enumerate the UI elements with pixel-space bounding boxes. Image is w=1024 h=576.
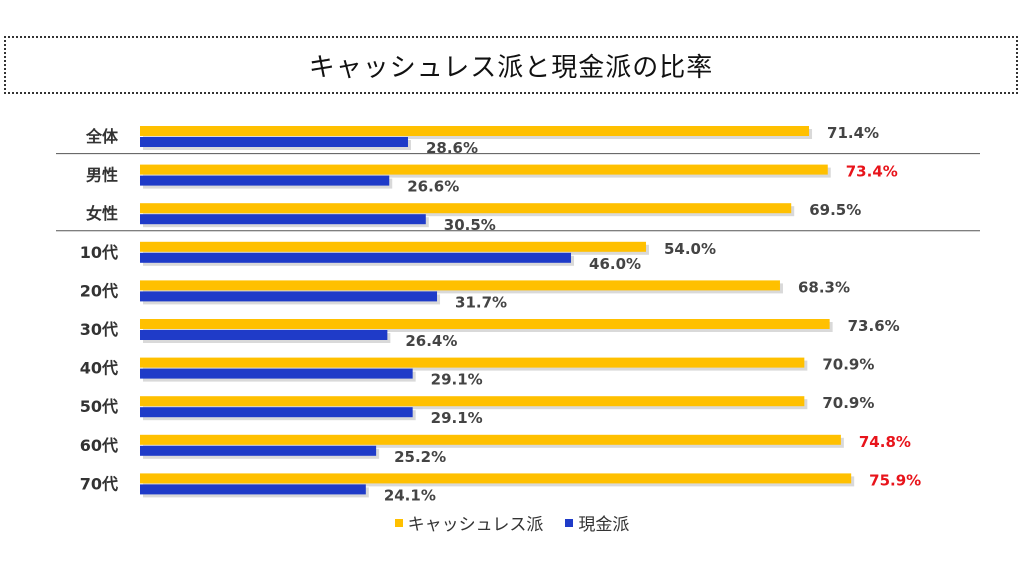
- bar-cashless-cat-9: [140, 473, 852, 484]
- value-label-cashless-cat-5: 73.6%: [848, 317, 900, 335]
- value-label-cash-cat-6: 29.1%: [431, 371, 483, 389]
- bar-chart: 全体 71.4% 28.6% 男性 73.4% 26.6% 女性 69.5% 30.5% 10代 5…: [56, 124, 980, 504]
- bar-cash-cat-6: [140, 368, 413, 379]
- category-label-cat-7: 50代: [80, 397, 118, 416]
- bar-cash-cat-1: [140, 175, 390, 186]
- bar-cashless-cat-7: [140, 396, 805, 407]
- bar-cash-cat-8: [140, 445, 377, 456]
- value-label-cash-cat-4: 31.7%: [455, 293, 507, 311]
- value-label-cashless-cat-2: 69.5%: [809, 201, 861, 219]
- legend-label-cashless: キャッシュレス派: [407, 515, 544, 535]
- legend-swatch-cashless: [394, 518, 403, 527]
- chart-title: キャッシュレス派と現金派の比率: [308, 52, 714, 83]
- bar-cash-cat-5: [140, 330, 388, 340]
- legend-item-cash: 現金派: [565, 510, 629, 535]
- value-label-cash-cat-1: 26.6%: [407, 178, 459, 196]
- value-label-cash-cat-8: 25.2%: [394, 448, 446, 466]
- value-label-cashless-cat-7: 70.9%: [822, 394, 874, 412]
- bar-cashless-cat-2: [140, 203, 792, 214]
- bar-cash-cat-4: [140, 291, 438, 302]
- value-label-cash-cat-3: 46.0%: [589, 255, 641, 273]
- bar-cashless-cat-3: [140, 241, 646, 252]
- category-label-cat-1: 男性: [86, 166, 118, 185]
- legend-label-cash: 現金派: [578, 515, 630, 535]
- legend-item-cashless: キャッシュレス派: [394, 510, 544, 535]
- value-label-cashless-cat-4: 68.3%: [798, 278, 850, 296]
- category-label-cat-8: 60代: [80, 436, 118, 455]
- bar-cashless-cat-5: [140, 319, 830, 329]
- category-label-cat-9: 70代: [80, 474, 118, 493]
- value-label-cashless-cat-1: 73.4%: [846, 163, 898, 181]
- category-label-cat-4: 20代: [80, 281, 118, 300]
- category-label-cat-5: 30代: [80, 320, 118, 339]
- category-label-cat-0: 全体: [85, 127, 119, 146]
- bar-cash-cat-3: [140, 252, 572, 263]
- value-label-cash-cat-0: 28.6%: [426, 139, 478, 157]
- bar-cashless-cat-0: [140, 126, 810, 136]
- value-label-cashless-cat-3: 54.0%: [664, 240, 716, 258]
- value-label-cashless-cat-6: 70.9%: [822, 356, 874, 374]
- value-label-cashless-cat-0: 71.4%: [827, 124, 879, 142]
- bar-cashless-cat-1: [140, 164, 828, 175]
- value-label-cash-cat-9: 24.1%: [384, 486, 436, 504]
- bar-cash-cat-9: [140, 484, 366, 495]
- value-label-cash-cat-5: 26.4%: [405, 332, 457, 350]
- bar-cashless-cat-6: [140, 357, 805, 368]
- legend: キャッシュレス派 現金派: [0, 510, 1024, 535]
- title-box: キャッシュレス派と現金派の比率: [4, 36, 1018, 94]
- bar-cash-cat-7: [140, 407, 413, 418]
- category-label-cat-3: 10代: [80, 243, 118, 262]
- legend-swatch-cash: [565, 518, 574, 527]
- value-label-cash-cat-7: 29.1%: [431, 409, 483, 427]
- category-label-cat-6: 40代: [80, 359, 118, 378]
- bar-cash-cat-0: [140, 137, 408, 147]
- category-label-cat-2: 女性: [86, 204, 118, 223]
- bar-cashless-cat-4: [140, 280, 780, 291]
- bar-cash-cat-2: [140, 214, 426, 225]
- value-label-cashless-cat-9: 75.9%: [869, 471, 921, 489]
- value-label-cash-cat-2: 30.5%: [444, 216, 496, 234]
- value-label-cashless-cat-8: 74.8%: [859, 433, 911, 451]
- bar-cashless-cat-8: [140, 434, 841, 445]
